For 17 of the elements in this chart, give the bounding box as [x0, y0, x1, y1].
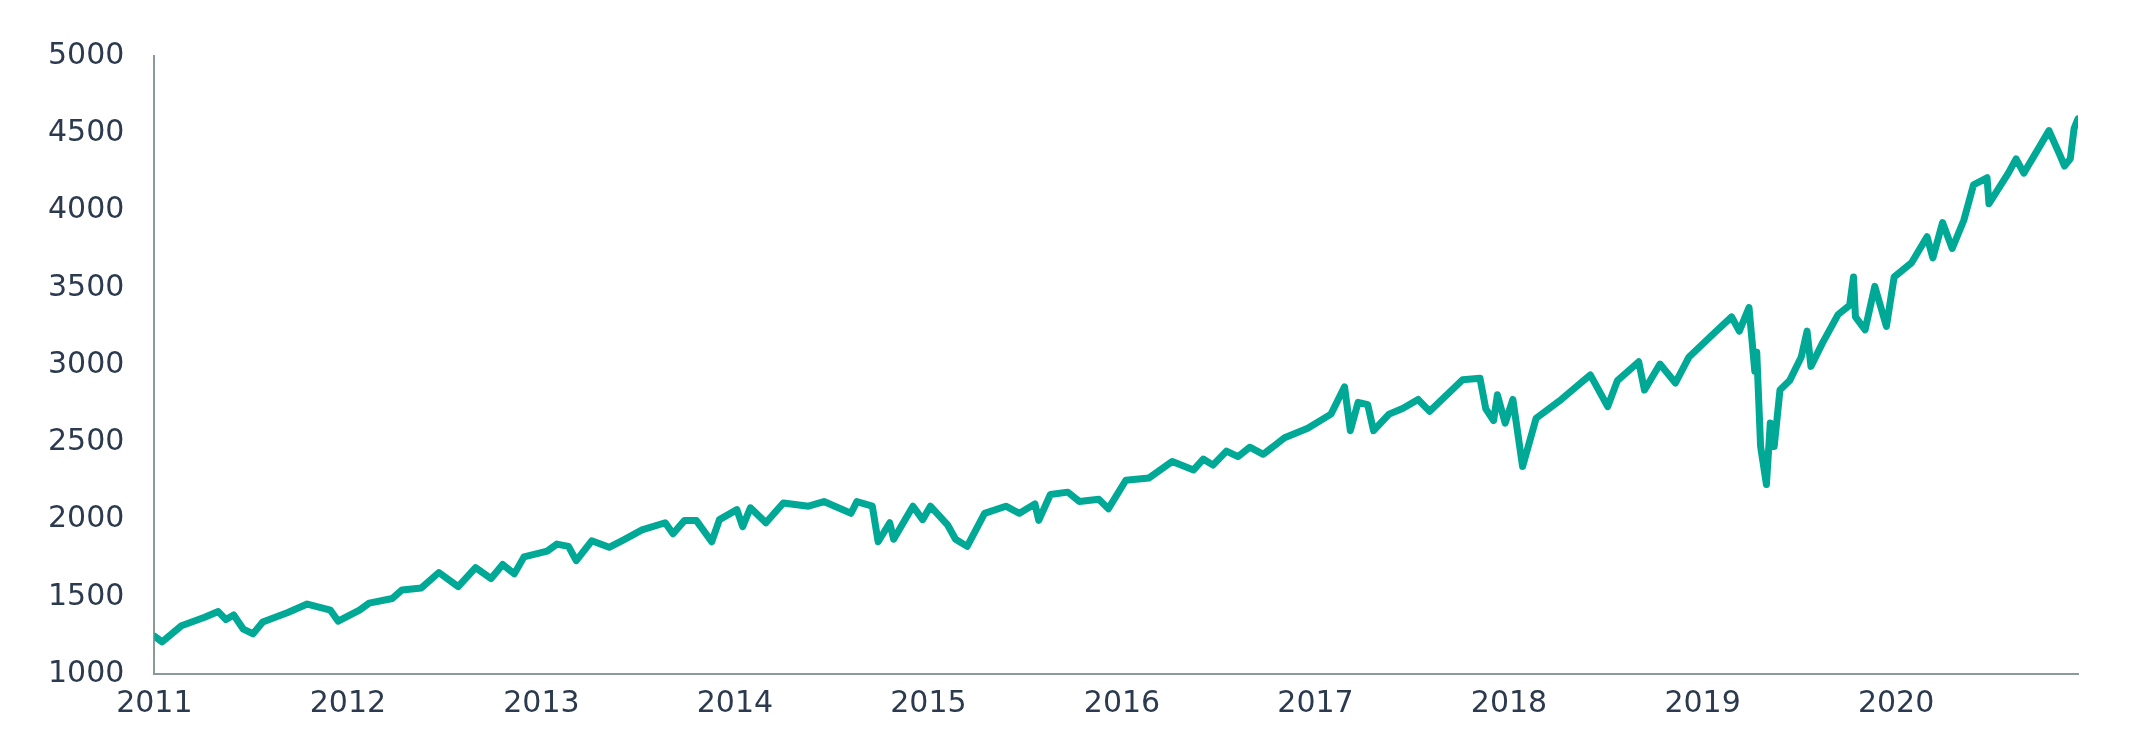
x-tick-label: 2012: [309, 683, 387, 719]
y-tick-label: 3500: [47, 267, 125, 303]
y-tick-label: 2500: [47, 422, 125, 458]
x-tick-label: 2016: [1083, 683, 1161, 719]
y-tick-label: 4500: [47, 113, 125, 149]
x-tick-label: 2014: [696, 683, 774, 719]
x-tick-label: 2017: [1277, 683, 1354, 719]
y-tick-label: 5000: [47, 35, 125, 71]
x-tick-label: 2020: [1857, 683, 1935, 719]
x-tick-label: 2013: [503, 683, 580, 719]
x-tick-label: 2015: [890, 683, 967, 719]
y-tick-label: 1500: [47, 576, 125, 612]
y-tick-label: 2000: [47, 499, 125, 535]
x-tick-label: 2018: [1470, 683, 1548, 719]
x-tick-label: 2019: [1664, 683, 1741, 719]
y-tick-label: 3000: [47, 344, 125, 380]
y-tick-label: 4000: [47, 190, 125, 226]
